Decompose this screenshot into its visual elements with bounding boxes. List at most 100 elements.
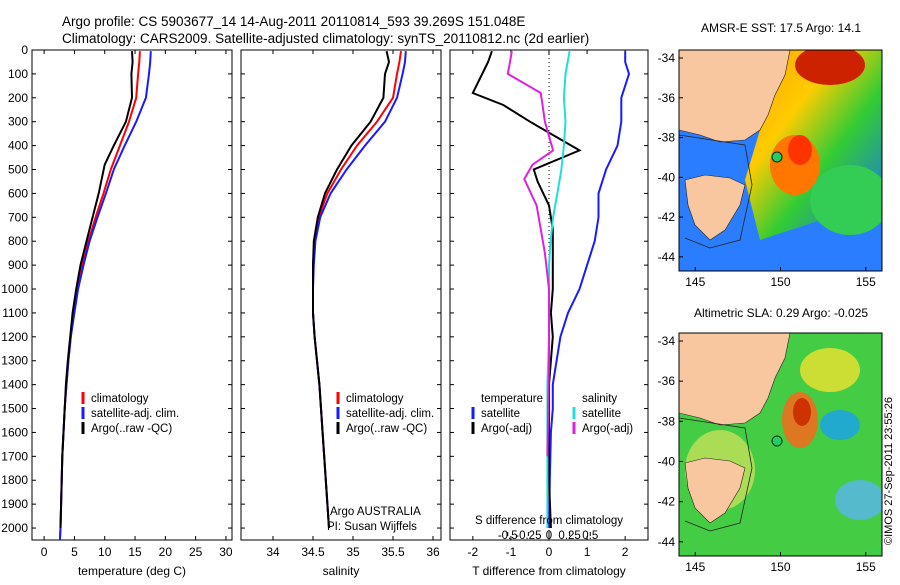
- x-tick-label: 1: [584, 545, 591, 559]
- salinity-profiles: [312, 50, 407, 529]
- legend-label-temp-satellite: satellite: [481, 408, 520, 420]
- legend-label-temp-argo: Argo(-adj): [481, 423, 532, 435]
- salinity-legend: climatology satellite-adj. clim. Argo(..…: [336, 392, 434, 435]
- x-tick-label: 36: [426, 545, 440, 559]
- x-tick-label: -2: [468, 545, 479, 559]
- title-line-1: Argo profile: CS 5903677_14 14-Aug-2011 …: [62, 14, 525, 29]
- depth-tick-label: 1600: [1, 425, 28, 439]
- s-tick-label: 0.5: [582, 530, 598, 542]
- depth-tick-label: 1100: [2, 306, 28, 320]
- depth-tick-label: 300: [8, 115, 28, 129]
- s-tick-label: -0.5: [498, 530, 518, 542]
- lon-tick-label: 150: [770, 560, 790, 574]
- s-tick-label: 0: [546, 530, 552, 542]
- x-tick-label: 34: [266, 545, 280, 559]
- salinity-y-ticks: [241, 49, 441, 529]
- x-tick-label: 5: [71, 545, 78, 559]
- float-position-marker: [771, 435, 783, 447]
- depth-tick-label: 100: [8, 67, 28, 81]
- depth-tick-label: 1900: [1, 497, 28, 511]
- s-tick-label: -0.25: [515, 530, 541, 542]
- legend-label-climatology: climatology: [91, 393, 149, 405]
- tasmania: [684, 174, 746, 241]
- sla-map: Altimetric SLA: 0.29 Argo: -0.025 145 150…: [658, 306, 883, 574]
- s-tick-label: 0.25: [558, 530, 580, 542]
- annotation-line-2: PI: Susan Wijffels: [327, 521, 417, 533]
- x-tick-label: 0: [41, 545, 48, 559]
- sla-map-axes: 145 150 155 -34 -36 -38 -40 -42 -44: [658, 334, 876, 574]
- legend-label-argo: Argo(..raw -QC): [91, 423, 172, 435]
- lat-tick-label: -44: [658, 535, 676, 549]
- lon-tick-label: 150: [770, 275, 790, 289]
- difference-y-ticks: [450, 49, 648, 529]
- depth-tick-label: 900: [8, 258, 28, 272]
- lat-tick-label: -36: [658, 91, 676, 105]
- sla-moderate: [800, 348, 860, 392]
- lat-tick-label: -40: [658, 454, 676, 468]
- shelf-contour: [679, 417, 753, 532]
- lat-tick-label: -34: [658, 334, 676, 348]
- difference-x-axis: -2 -1 0 1 2: [468, 50, 629, 559]
- x-tick-label: 30: [219, 545, 233, 559]
- temperature-panel: 0100200300400500600700800900100011001200…: [1, 43, 233, 578]
- sst-map-title: AMSR-E SST: 17.5 Argo: 14.1: [701, 21, 861, 35]
- legend-label-argo: Argo(..raw -QC): [346, 423, 427, 435]
- legend-label-climatology: climatology: [346, 393, 404, 405]
- sla-map-title: Altimetric SLA: 0.29 Argo: -0.025: [694, 306, 868, 320]
- x-tick-label: 20: [159, 545, 173, 559]
- legend-label-satellite: satellite-adj. clim.: [346, 408, 434, 420]
- depth-tick-label: 700: [8, 210, 28, 224]
- depth-tick-label: 1200: [1, 330, 28, 344]
- lat-tick-label: -38: [658, 131, 676, 145]
- lon-tick-label: 155: [856, 275, 876, 289]
- sla-low-1: [820, 410, 860, 440]
- series-line-argo-raw-qc-: [312, 50, 391, 529]
- x-tick-label: 35: [346, 545, 360, 559]
- salinity-panel: 34 34.5 35 35.5 36 climatology satellite-adj…: [240, 49, 442, 578]
- legend-salinity-header: salinity: [582, 393, 617, 405]
- lat-tick-label: -44: [658, 250, 676, 264]
- series-line-temperature-satellite: [548, 51, 631, 529]
- salinity-x-label: salinity: [323, 564, 360, 578]
- salinity-axes-box: [240, 49, 442, 541]
- x-tick-label: 35.5: [381, 545, 405, 559]
- lon-tick-label: 155: [856, 560, 876, 574]
- x-tick-label: 15: [128, 545, 142, 559]
- lat-tick-label: -34: [658, 51, 676, 65]
- x-tick-label: 2: [622, 545, 629, 559]
- x-tick-label: 10: [98, 545, 112, 559]
- depth-tick-label: 1800: [1, 473, 28, 487]
- x-tick-label: 25: [189, 545, 203, 559]
- depth-tick-label: 1000: [1, 282, 28, 296]
- depth-tick-label: 1700: [1, 449, 28, 463]
- lat-tick-label: -42: [658, 495, 676, 509]
- series-line-salinity-argo-adj-: [506, 51, 555, 457]
- x-tick-label: 0: [546, 545, 553, 559]
- temperature-difference-label: T difference from climatology: [472, 564, 626, 578]
- sst-map: AMSR-E SST: 17.5 Argo: 14.1 145 150 155 -34…: [658, 21, 883, 289]
- tasmania: [684, 457, 746, 524]
- sst-eddy-core: [788, 135, 812, 165]
- x-tick-label: 34.5: [301, 545, 325, 559]
- temperature-profiles: [58, 51, 152, 541]
- shelf-contour: [679, 134, 753, 249]
- annotation-line-1: Argo AUSTRALIA: [330, 506, 421, 518]
- sla-low-2: [835, 480, 882, 520]
- lon-tick-label: 145: [685, 560, 705, 574]
- sla-map-image: [679, 333, 882, 556]
- mainland-australia: [679, 333, 791, 426]
- title-line-2: Climatology: CARS2009. Satellite-adjuste…: [62, 31, 589, 46]
- imos-credit: ©IMOS 27-Sep-2011 23:55:26: [883, 397, 895, 545]
- series-line-argo-raw-qc-: [59, 51, 134, 529]
- depth-tick-label: 0: [21, 43, 28, 57]
- sst-green-region: [810, 165, 882, 235]
- temperature-x-label: temperature (deg C): [78, 564, 186, 578]
- temperature-legend: climatology satellite-adj. clim. Argo(..…: [81, 392, 179, 435]
- difference-legend: temperature salinity satellite Argo(-adj…: [471, 393, 633, 435]
- x-tick-label: -1: [506, 545, 517, 559]
- depth-tick-label: 1300: [1, 354, 28, 368]
- salinity-x-axis: 34 34.5 35 35.5 36: [266, 50, 440, 559]
- lat-tick-label: -40: [658, 170, 676, 184]
